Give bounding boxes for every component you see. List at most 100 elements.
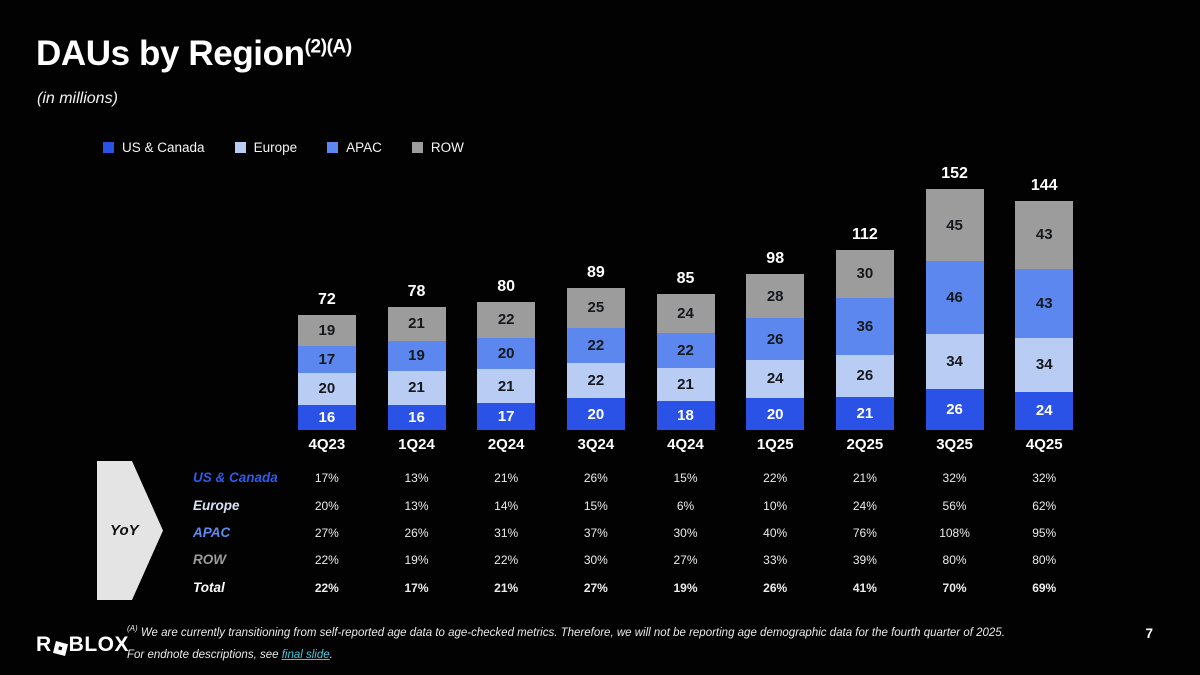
- bar-segment-apac: 43: [1015, 269, 1074, 338]
- bar-column-3q24: 89 25 22 22 20: [551, 156, 641, 430]
- bar-segment-row: 21: [387, 307, 446, 341]
- yoy-value-cell-europe-4q24: 6%: [676, 499, 695, 513]
- bar-segment-apac: 19: [387, 340, 446, 371]
- bar-stack: 19 17 20 16: [297, 315, 356, 430]
- x-axis-label-3q24: 3Q24: [577, 436, 615, 453]
- bar-segment-us-canada: 21: [835, 396, 894, 430]
- bar-segment-apac: 46: [925, 261, 984, 335]
- yoy-value-cell-row-3q25: 80%: [942, 553, 967, 567]
- legend: US & Canada Europe APAC ROW: [103, 140, 464, 155]
- bar-segment-us-canada: 20: [566, 398, 625, 430]
- bar-total-label: 80: [497, 278, 516, 296]
- yoy-value-cell-europe-1q24: 13%: [404, 499, 429, 513]
- bar-column-2q24: 80 22 20 21 17: [461, 156, 551, 430]
- bar-segment-europe: 34: [925, 334, 984, 389]
- bar-stack: 45 46 34 26: [925, 189, 984, 430]
- legend-label: Europe: [253, 140, 298, 155]
- yoy-value-cell-total-3q24: 27%: [583, 581, 608, 595]
- legend-item-row: ROW: [411, 140, 464, 155]
- x-axis-label-4q25: 4Q25: [1025, 436, 1063, 453]
- yoy-arrow: YoY: [97, 461, 163, 600]
- bar-segment-row: 43: [1015, 200, 1074, 270]
- footnote-text: We are currently transitioning from self…: [137, 626, 1005, 639]
- bar-segment-europe: 20: [297, 372, 356, 405]
- bar-segment-europe: 24: [746, 359, 805, 399]
- yoy-value-cell-row-4q24: 27%: [673, 553, 698, 567]
- bar-total-label: 152: [941, 165, 968, 183]
- page-subtitle: (in millions): [37, 90, 118, 107]
- bar-segment-us-canada: 16: [297, 404, 356, 430]
- bar-segment-apac: 17: [297, 345, 356, 373]
- x-axis-label-1q24: 1Q24: [398, 436, 435, 453]
- x-axis-label-3q25: 3Q25: [936, 436, 973, 453]
- bar-segment-europe: 21: [477, 369, 536, 403]
- bar-segment-europe: 34: [1015, 337, 1074, 392]
- logo-letter-r: R: [36, 633, 52, 656]
- yoy-value-cell-total-1q25: 26%: [763, 581, 788, 595]
- yoy-value-cell-us-canada-1q25: 22%: [763, 471, 788, 485]
- legend-label: ROW: [430, 140, 464, 155]
- page-title-text: DAUs by Region: [36, 34, 305, 73]
- yoy-arrow-label: YoY: [110, 522, 139, 539]
- bar-segment-apac: 22: [656, 332, 715, 368]
- yoy-row-label-row: ROW: [193, 552, 226, 567]
- yoy-value-cell-us-canada-4q25: 32%: [1032, 471, 1057, 485]
- yoy-value-cell-apac-4q25: 95%: [1032, 526, 1057, 540]
- bar-segment-us-canada: 26: [925, 388, 984, 430]
- yoy-value-cell-apac-4q23: 27%: [314, 526, 339, 540]
- bar-stack: 24 22 21 18: [656, 294, 715, 430]
- yoy-value-cell-us-canada-3q24: 26%: [583, 471, 608, 485]
- yoy-value-cell-apac-2q24: 31%: [494, 526, 519, 540]
- yoy-value-cell-apac-3q24: 37%: [583, 526, 608, 540]
- bar-segment-us-canada: 20: [746, 398, 805, 430]
- yoy-value-cell-europe-3q24: 15%: [583, 499, 608, 513]
- yoy-value-cell-europe-4q23: 20%: [314, 499, 339, 513]
- bar-stack: 28 26 24 20: [746, 273, 805, 430]
- yoy-value-cell-row-4q23: 22%: [314, 553, 339, 567]
- footnote-line-2: For endnote descriptions, see final slid…: [127, 649, 333, 661]
- bar-stack: 43 43 34 24: [1015, 200, 1074, 430]
- yoy-value-cell-total-4q23: 22%: [314, 581, 339, 595]
- legend-swatch-apac: [327, 142, 339, 153]
- legend-item-us-canada: US & Canada: [103, 140, 205, 155]
- bar-column-4q23: 72 19 17 20 16: [282, 156, 372, 430]
- x-axis-label-2q25: 2Q25: [846, 436, 884, 453]
- yoy-value-cell-apac-1q24: 26%: [404, 526, 429, 540]
- bar-total-label: 78: [407, 283, 426, 301]
- bar-column-2q25: 112 30 36 26 21: [820, 156, 910, 430]
- yoy-value-cell-total-2q24: 21%: [494, 581, 519, 595]
- roblox-tilted-square-icon: [52, 638, 68, 656]
- yoy-value-cell-row-1q25: 33%: [763, 553, 788, 567]
- bar-segment-apac: 26: [746, 318, 805, 360]
- final-slide-link[interactable]: final slide: [281, 649, 330, 661]
- bar-column-4q25: 144 43 43 34 24: [999, 156, 1089, 430]
- footnote-superscript: (A): [127, 624, 138, 633]
- yoy-value-cell-row-2q25: 39%: [852, 553, 877, 567]
- yoy-value-cell-apac-4q24: 30%: [673, 526, 698, 540]
- bar-column-1q24: 78 21 19 21 16: [372, 156, 462, 430]
- legend-swatch-europe: [234, 142, 246, 153]
- bar-segment-row: 30: [835, 249, 894, 298]
- yoy-value-row-apac: 27% 26% 31% 37% 30% 40% 76% 108% 95%: [282, 525, 1089, 541]
- bar-stack: 30 36 26 21: [835, 249, 894, 430]
- page-title-superscript: (2)(A): [304, 36, 353, 58]
- bar-column-4q24: 85 24 22 21 18: [641, 156, 731, 430]
- legend-item-europe: Europe: [234, 140, 298, 155]
- footnote-line2-prefix: For endnote descriptions, see: [127, 649, 282, 661]
- yoy-value-cell-total-4q25: 69%: [1032, 581, 1057, 595]
- yoy-value-cell-row-4q25: 80%: [1032, 553, 1057, 567]
- stacked-bar-chart: 72 19 17 20 16 78 21 19 21 16 80 22 20 21 17 89 25 22 22 20…: [282, 156, 1089, 430]
- yoy-value-cell-apac-1q25: 40%: [763, 526, 788, 540]
- legend-item-apac: APAC: [327, 140, 382, 155]
- bar-stack: 25 22 22 20: [566, 288, 625, 430]
- legend-swatch-us-canada: [103, 142, 114, 153]
- bar-stack: 21 19 21 16: [387, 307, 446, 430]
- bar-total-label: 98: [766, 249, 785, 267]
- yoy-value-row-us-canada: 17% 13% 21% 26% 15% 22% 21% 32% 32%: [282, 470, 1089, 486]
- bar-segment-europe: 21: [387, 371, 446, 405]
- bar-segment-europe: 21: [656, 367, 715, 402]
- yoy-value-row-europe: 20% 13% 14% 15% 6% 10% 24% 56% 62%: [282, 498, 1089, 514]
- yoy-value-cell-us-canada-2q24: 21%: [494, 471, 519, 485]
- bar-total-label: 112: [851, 225, 878, 243]
- yoy-value-cell-us-canada-2q25: 21%: [852, 471, 877, 485]
